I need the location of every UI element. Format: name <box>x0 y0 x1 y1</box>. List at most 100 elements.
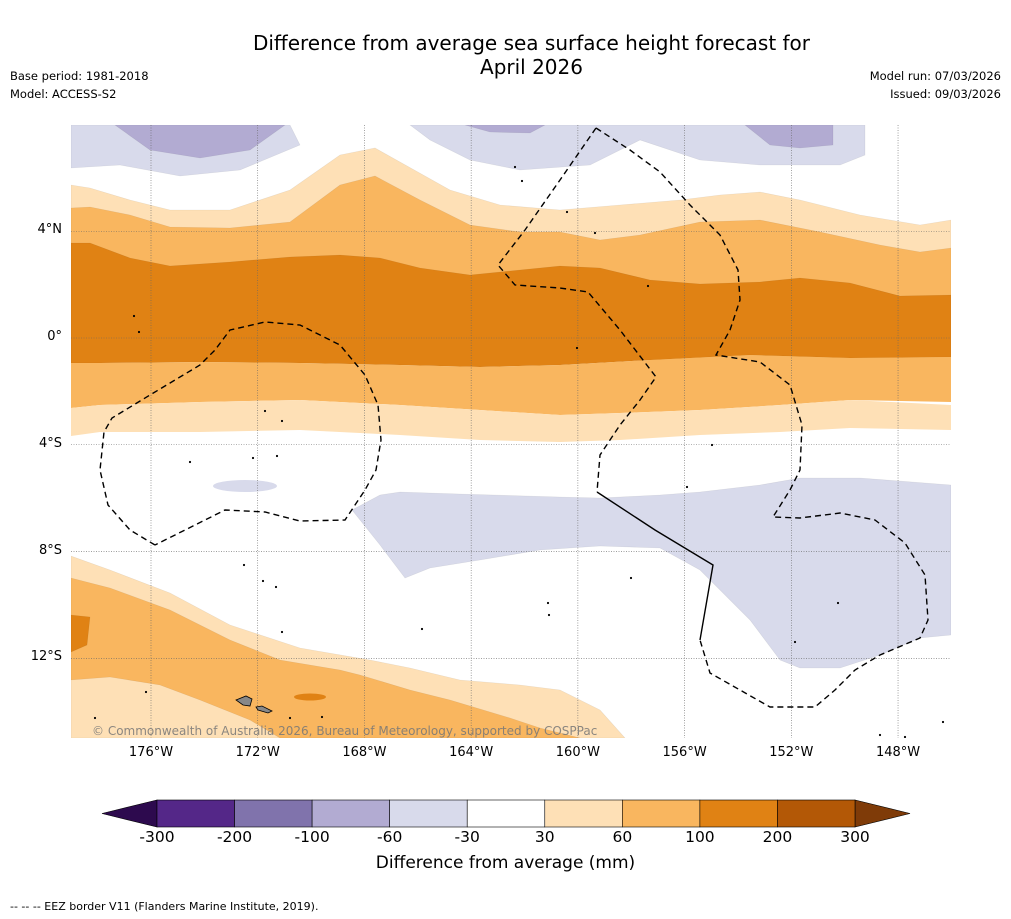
colorbar-tick-label: 60 <box>612 828 633 846</box>
chart-title: Difference from average sea surface heig… <box>0 31 1011 79</box>
colorbar-bin <box>699 799 778 828</box>
x-tick-label: 176°W <box>128 745 174 760</box>
meta-left: Base period: 1981-2018 Model: ACCESS-S2 <box>10 67 149 103</box>
x-tick-label: 160°W <box>555 745 600 760</box>
colorbar-tick-label: 30 <box>534 828 555 846</box>
island-dot <box>546 601 550 605</box>
graticule <box>71 125 951 738</box>
colorbar-tick-label: -200 <box>216 828 253 846</box>
x-tick-label: 148°W <box>875 745 921 760</box>
band-north-purple-west <box>114 125 286 159</box>
eez-solid-segment <box>596 491 714 641</box>
band-north-purple-east <box>744 125 834 149</box>
colorbar-tick-label: -100 <box>294 828 330 846</box>
island-dot <box>275 454 279 458</box>
band-south-lilac <box>351 477 951 669</box>
islands <box>93 165 945 738</box>
colorbar-label: Difference from average (mm) <box>375 853 636 873</box>
island-dot <box>565 210 569 214</box>
anomaly-contours <box>71 125 951 738</box>
island-dot <box>132 314 136 318</box>
y-tick-label: 12°S <box>30 649 62 665</box>
y-tick-label: 0° <box>47 329 62 344</box>
colorbar-extend-high <box>854 799 911 828</box>
island-dot <box>242 563 246 567</box>
eez-cook-islands <box>595 127 929 708</box>
island-dot <box>188 460 192 464</box>
band-south-60-100 <box>71 355 951 415</box>
colorbar-tick-label: -300 <box>139 828 175 846</box>
island-dot <box>685 485 689 489</box>
island-dot <box>793 640 797 644</box>
island-dot <box>280 630 284 634</box>
band-sw-inner-30-60 <box>71 676 281 738</box>
x-tick-label: 152°W <box>769 745 814 760</box>
island-dot <box>941 720 945 724</box>
island-dot <box>629 576 633 580</box>
eez-kiribati-line <box>497 127 657 493</box>
colorbar-bin <box>156 799 235 828</box>
island-dot <box>93 716 97 720</box>
colorbar-tick-label: 300 <box>840 828 870 846</box>
colorbar-bin <box>234 799 313 828</box>
island-dot <box>513 165 517 169</box>
meta-right: Model run: 07/03/2026 Issued: 09/03/2026 <box>870 67 1001 103</box>
colorbar-bin <box>311 799 390 828</box>
island-dot <box>274 585 278 589</box>
island-dot <box>575 346 579 350</box>
colorbar-tick-label: -30 <box>454 828 480 846</box>
colorbar <box>101 799 911 828</box>
model-run: Model run: 07/03/2026 <box>869 69 1001 83</box>
eez-tokelau-west <box>99 321 382 546</box>
title-line-2: April 2026 <box>480 55 583 79</box>
y-tick-label: 4°S <box>38 435 62 451</box>
issued-date: Issued: 09/03/2026 <box>890 87 1001 101</box>
island-dot <box>280 419 284 423</box>
x-tick-label: 156°W <box>662 745 707 760</box>
x-tick-label: 164°W <box>449 745 494 760</box>
island-dot <box>547 613 551 617</box>
colorbar-bin <box>622 799 701 828</box>
island-dot <box>261 579 265 583</box>
x-tick-label: 172°W <box>235 745 280 760</box>
island-dot <box>320 715 324 719</box>
colorbar-tick-label: -60 <box>376 828 403 846</box>
island-dot <box>520 179 524 183</box>
island-dot <box>137 330 141 334</box>
colorbar-bin <box>777 799 856 828</box>
title-line-1: Difference from average sea surface heig… <box>252 31 811 55</box>
y-tick-label: 4°N <box>37 222 63 238</box>
copyright-notice: © Commonwealth of Australia 2026, Bureau… <box>92 724 598 738</box>
band-south-30-60 <box>71 400 951 442</box>
band-north-lilac-east <box>409 125 866 171</box>
island-dot <box>710 443 714 447</box>
island-dot <box>593 231 597 235</box>
island-dot <box>263 409 267 413</box>
eez-borders <box>99 127 929 708</box>
island-dot <box>836 601 840 605</box>
island-dot <box>878 733 882 737</box>
island-dot <box>288 716 292 720</box>
colorbar-extend-low <box>101 799 158 828</box>
island-dot <box>420 627 424 631</box>
patch-sw-100-200 <box>294 693 326 701</box>
island-dot <box>903 735 907 738</box>
colorbar-bin <box>389 799 468 828</box>
eez-footnote: -- -- -- EEZ border V11 (Flanders Marine… <box>10 900 319 913</box>
colorbar-tick-label: 100 <box>685 828 715 846</box>
island-savaii <box>235 695 253 707</box>
island-dot <box>646 284 650 288</box>
island-upolu <box>255 705 273 714</box>
y-tick-label: 8°S <box>38 542 62 558</box>
colorbar-tick-label: 200 <box>762 828 793 846</box>
patch-lilac-small <box>213 480 277 492</box>
base-period: Base period: 1981-2018 <box>10 69 149 83</box>
patch-sw-100-200-west <box>71 614 91 653</box>
colorbar-bin <box>466 799 546 828</box>
band-sw-60-100 <box>71 577 581 738</box>
island-dot <box>251 456 255 460</box>
model-name: Model: ACCESS-S2 <box>10 87 117 101</box>
colorbar-bin <box>544 799 623 828</box>
x-tick-label: 168°W <box>342 745 387 760</box>
